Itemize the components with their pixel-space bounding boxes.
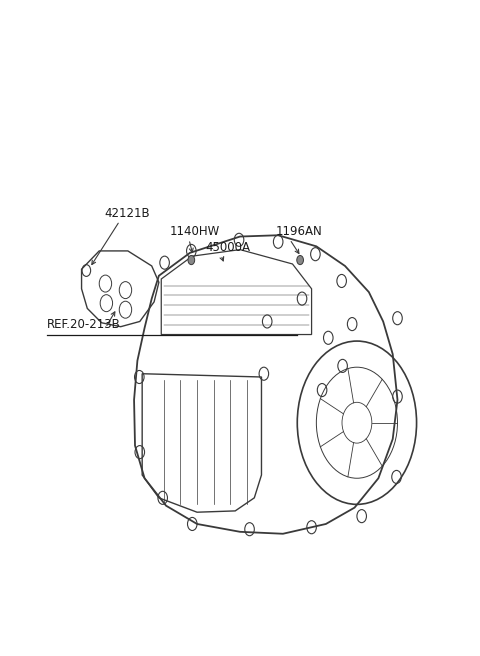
Circle shape [188, 255, 195, 264]
Circle shape [297, 255, 303, 264]
Text: 1140HW: 1140HW [170, 225, 220, 238]
Text: 1196AN: 1196AN [276, 225, 322, 238]
Text: REF.20-213B: REF.20-213B [47, 318, 120, 331]
Text: 42121B: 42121B [104, 207, 150, 220]
Text: 45000A: 45000A [205, 241, 251, 254]
